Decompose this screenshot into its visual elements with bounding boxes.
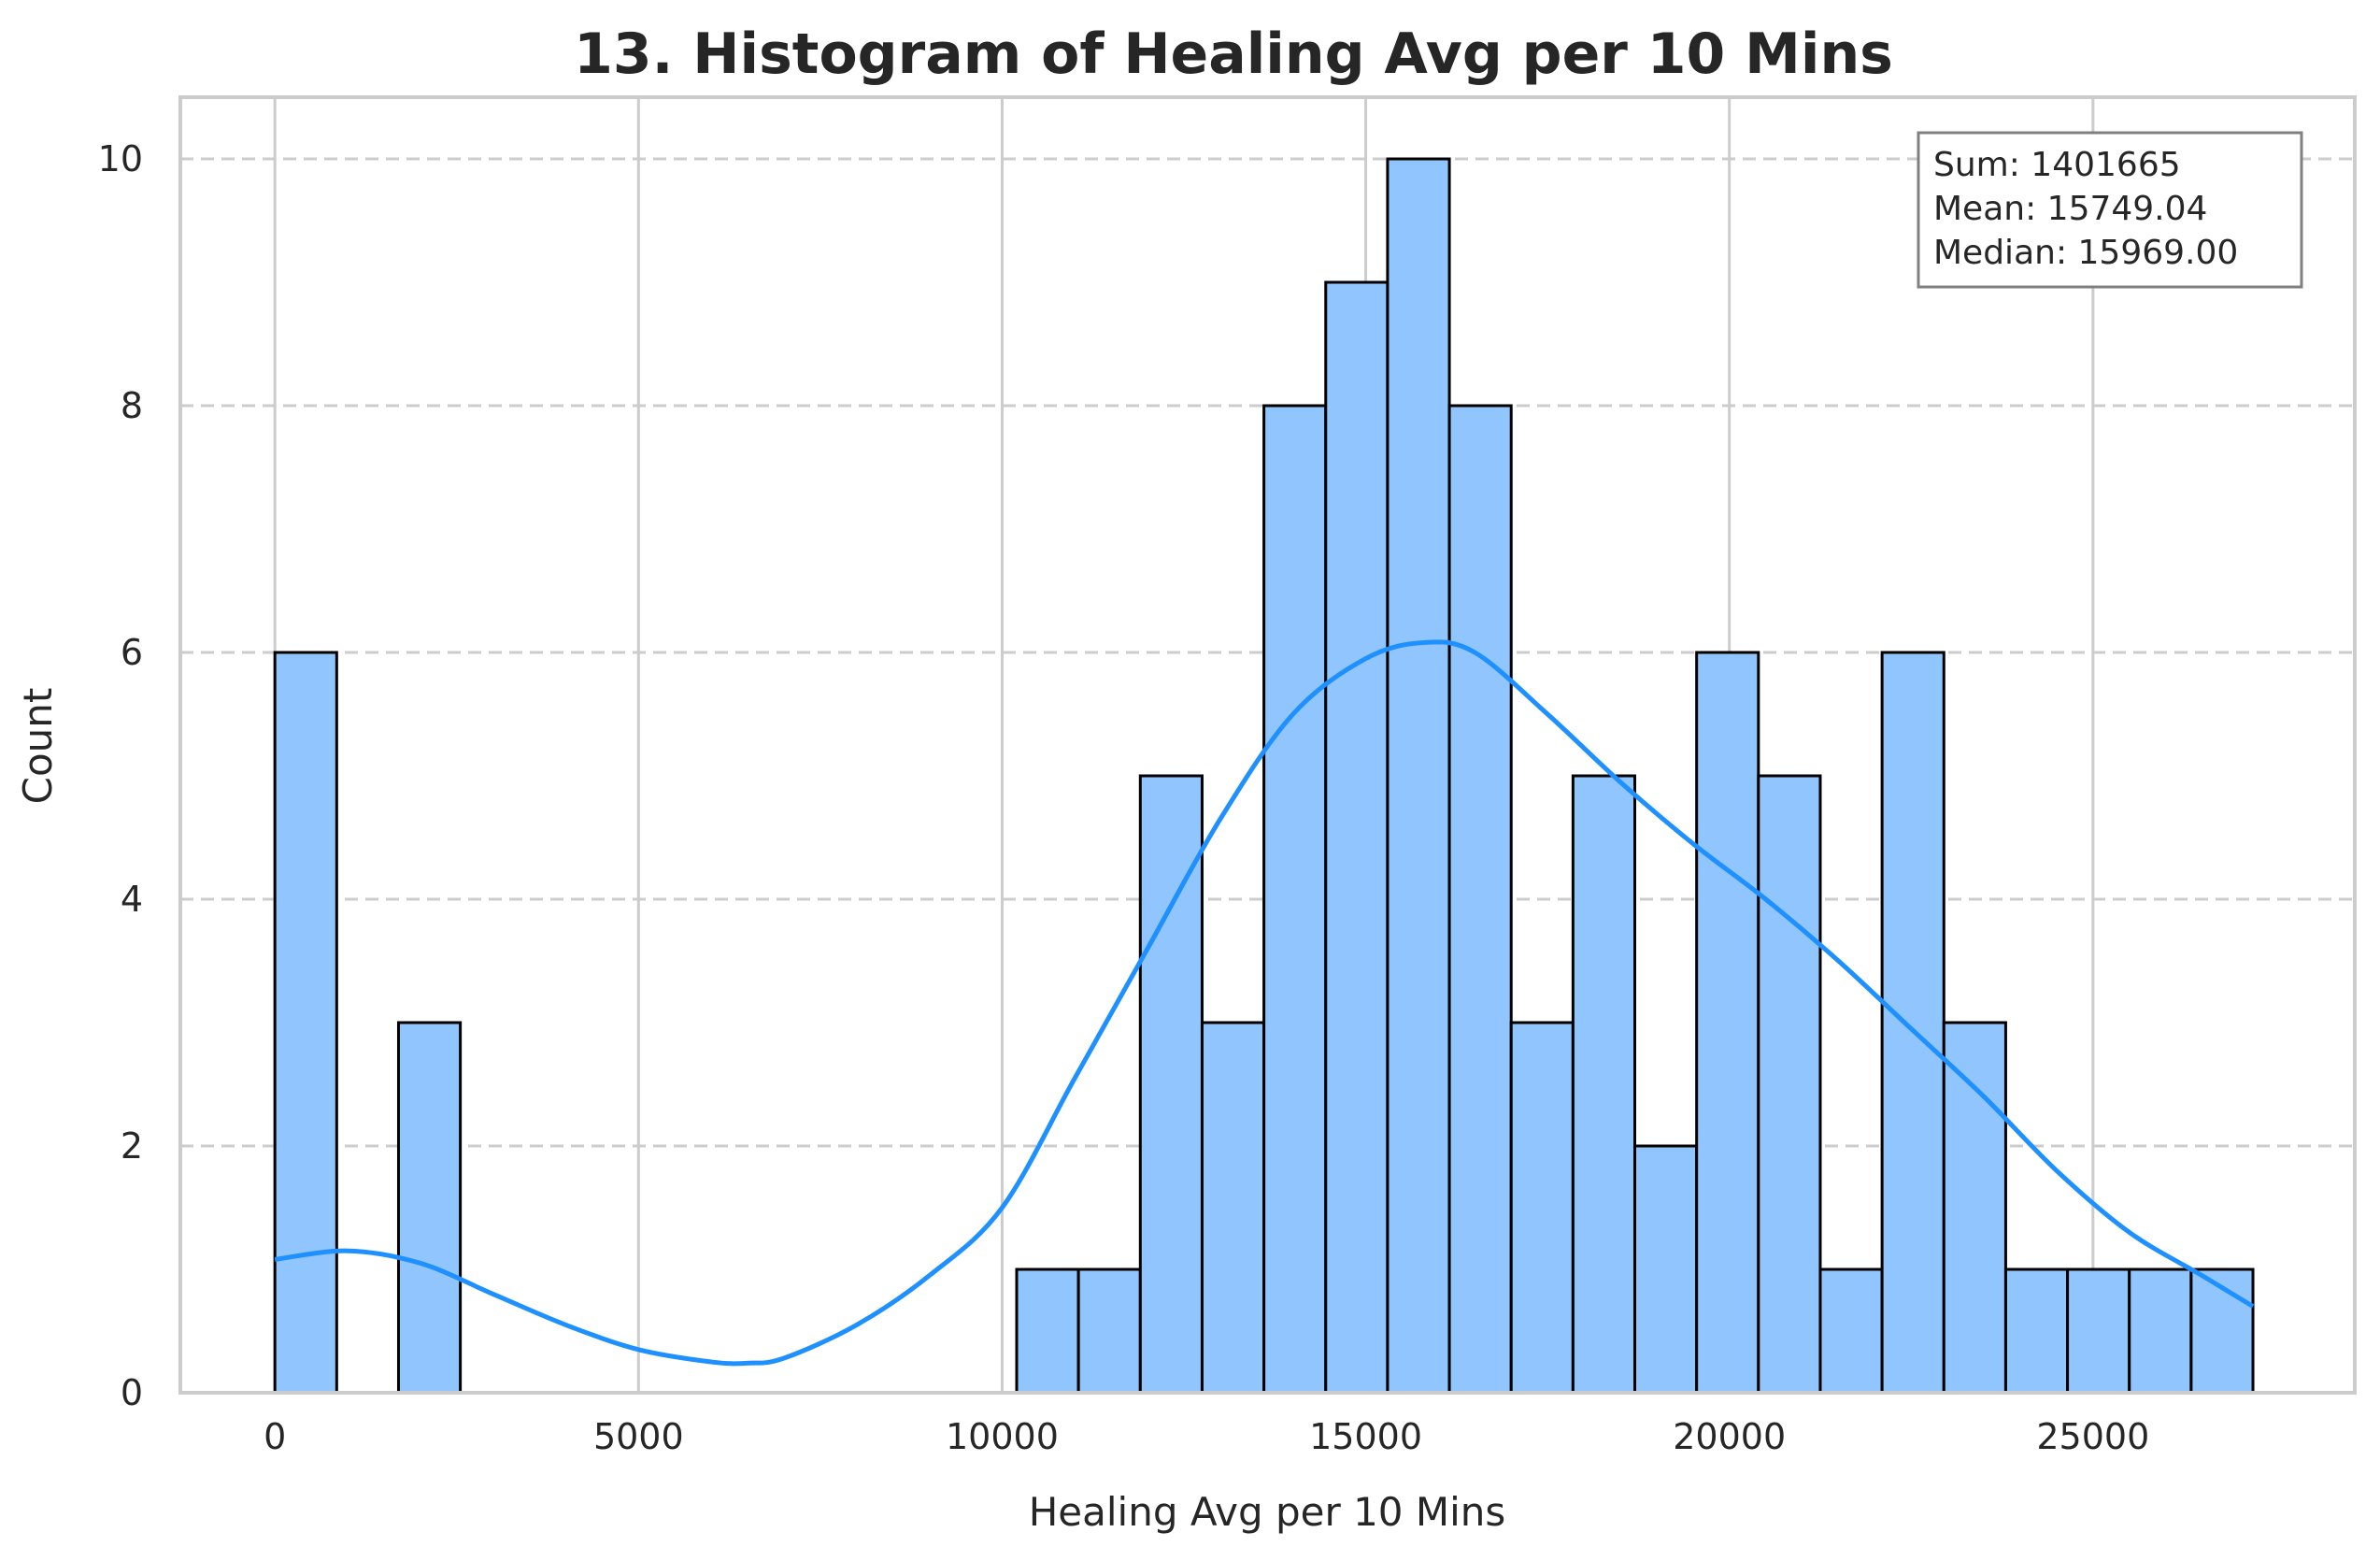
- histogram-bar: [1447, 404, 1513, 1395]
- y-tick-label: 10: [98, 138, 143, 179]
- y-tick-label: 8: [121, 385, 143, 426]
- histogram-bar: [2003, 1267, 2070, 1395]
- x-tick-label: 20000: [1673, 1416, 1786, 1457]
- axes: [178, 95, 2357, 1395]
- histogram-bar: [1015, 1267, 1080, 1395]
- histogram-bar: [1757, 774, 1822, 1395]
- x-tick-label: 25000: [2036, 1416, 2149, 1457]
- histogram-bar: [1386, 157, 1451, 1395]
- histogram-bar: [1324, 280, 1390, 1395]
- histogram-bar: [2066, 1267, 2131, 1395]
- y-tick-label: 2: [121, 1125, 143, 1167]
- histogram-bars: [273, 157, 2255, 1395]
- histogram-bar: [1633, 1144, 1699, 1395]
- histogram-bar: [273, 651, 338, 1395]
- stats-mean: Mean: 15749.04: [1933, 190, 2207, 228]
- stats-box-frame: [1917, 131, 2303, 289]
- stats-box: Sum: 1401665 Mean: 15749.04 Median: 1596…: [1917, 131, 2303, 289]
- x-axis-label: Healing Avg per 10 Mins: [1029, 1489, 1506, 1535]
- x-tick-label: 15000: [1309, 1416, 1422, 1457]
- histogram-bar: [1262, 404, 1328, 1395]
- tick-labels: 0 5000 10000 15000 20000 25000 0 2 4 6 8 10: [98, 138, 2150, 1457]
- x-tick-label: 0: [264, 1416, 286, 1457]
- histogram-bar: [1571, 774, 1637, 1395]
- y-tick-label: 4: [121, 879, 143, 920]
- histogram-bar: [2128, 1267, 2193, 1395]
- histogram-bar: [1695, 651, 1760, 1395]
- chart-title: 13. Histogram of Healing Avg per 10 Mins: [574, 21, 1893, 87]
- x-tick-label: 10000: [946, 1416, 1059, 1457]
- histogram-bar: [1942, 1021, 2007, 1395]
- kde-curve-layer: [274, 639, 2255, 1367]
- y-axis-label: Count: [15, 688, 61, 805]
- plot-frame: [178, 95, 2357, 1395]
- histogram-bar: [1509, 1021, 1575, 1395]
- y-tick-label: 6: [121, 632, 143, 673]
- stats-sum: Sum: 1401665: [1933, 146, 2181, 184]
- stats-median: Median: 15969.00: [1933, 234, 2238, 272]
- histogram-bar: [1880, 651, 1945, 1395]
- histogram-bar: [1818, 1267, 1884, 1395]
- histogram-bar: [396, 1021, 463, 1395]
- histogram-bar: [1076, 1267, 1142, 1395]
- y-tick-label: 0: [121, 1372, 143, 1413]
- histogram-bar: [1200, 1021, 1266, 1395]
- x-tick-label: 5000: [593, 1416, 684, 1457]
- kde-curve: [274, 639, 2255, 1367]
